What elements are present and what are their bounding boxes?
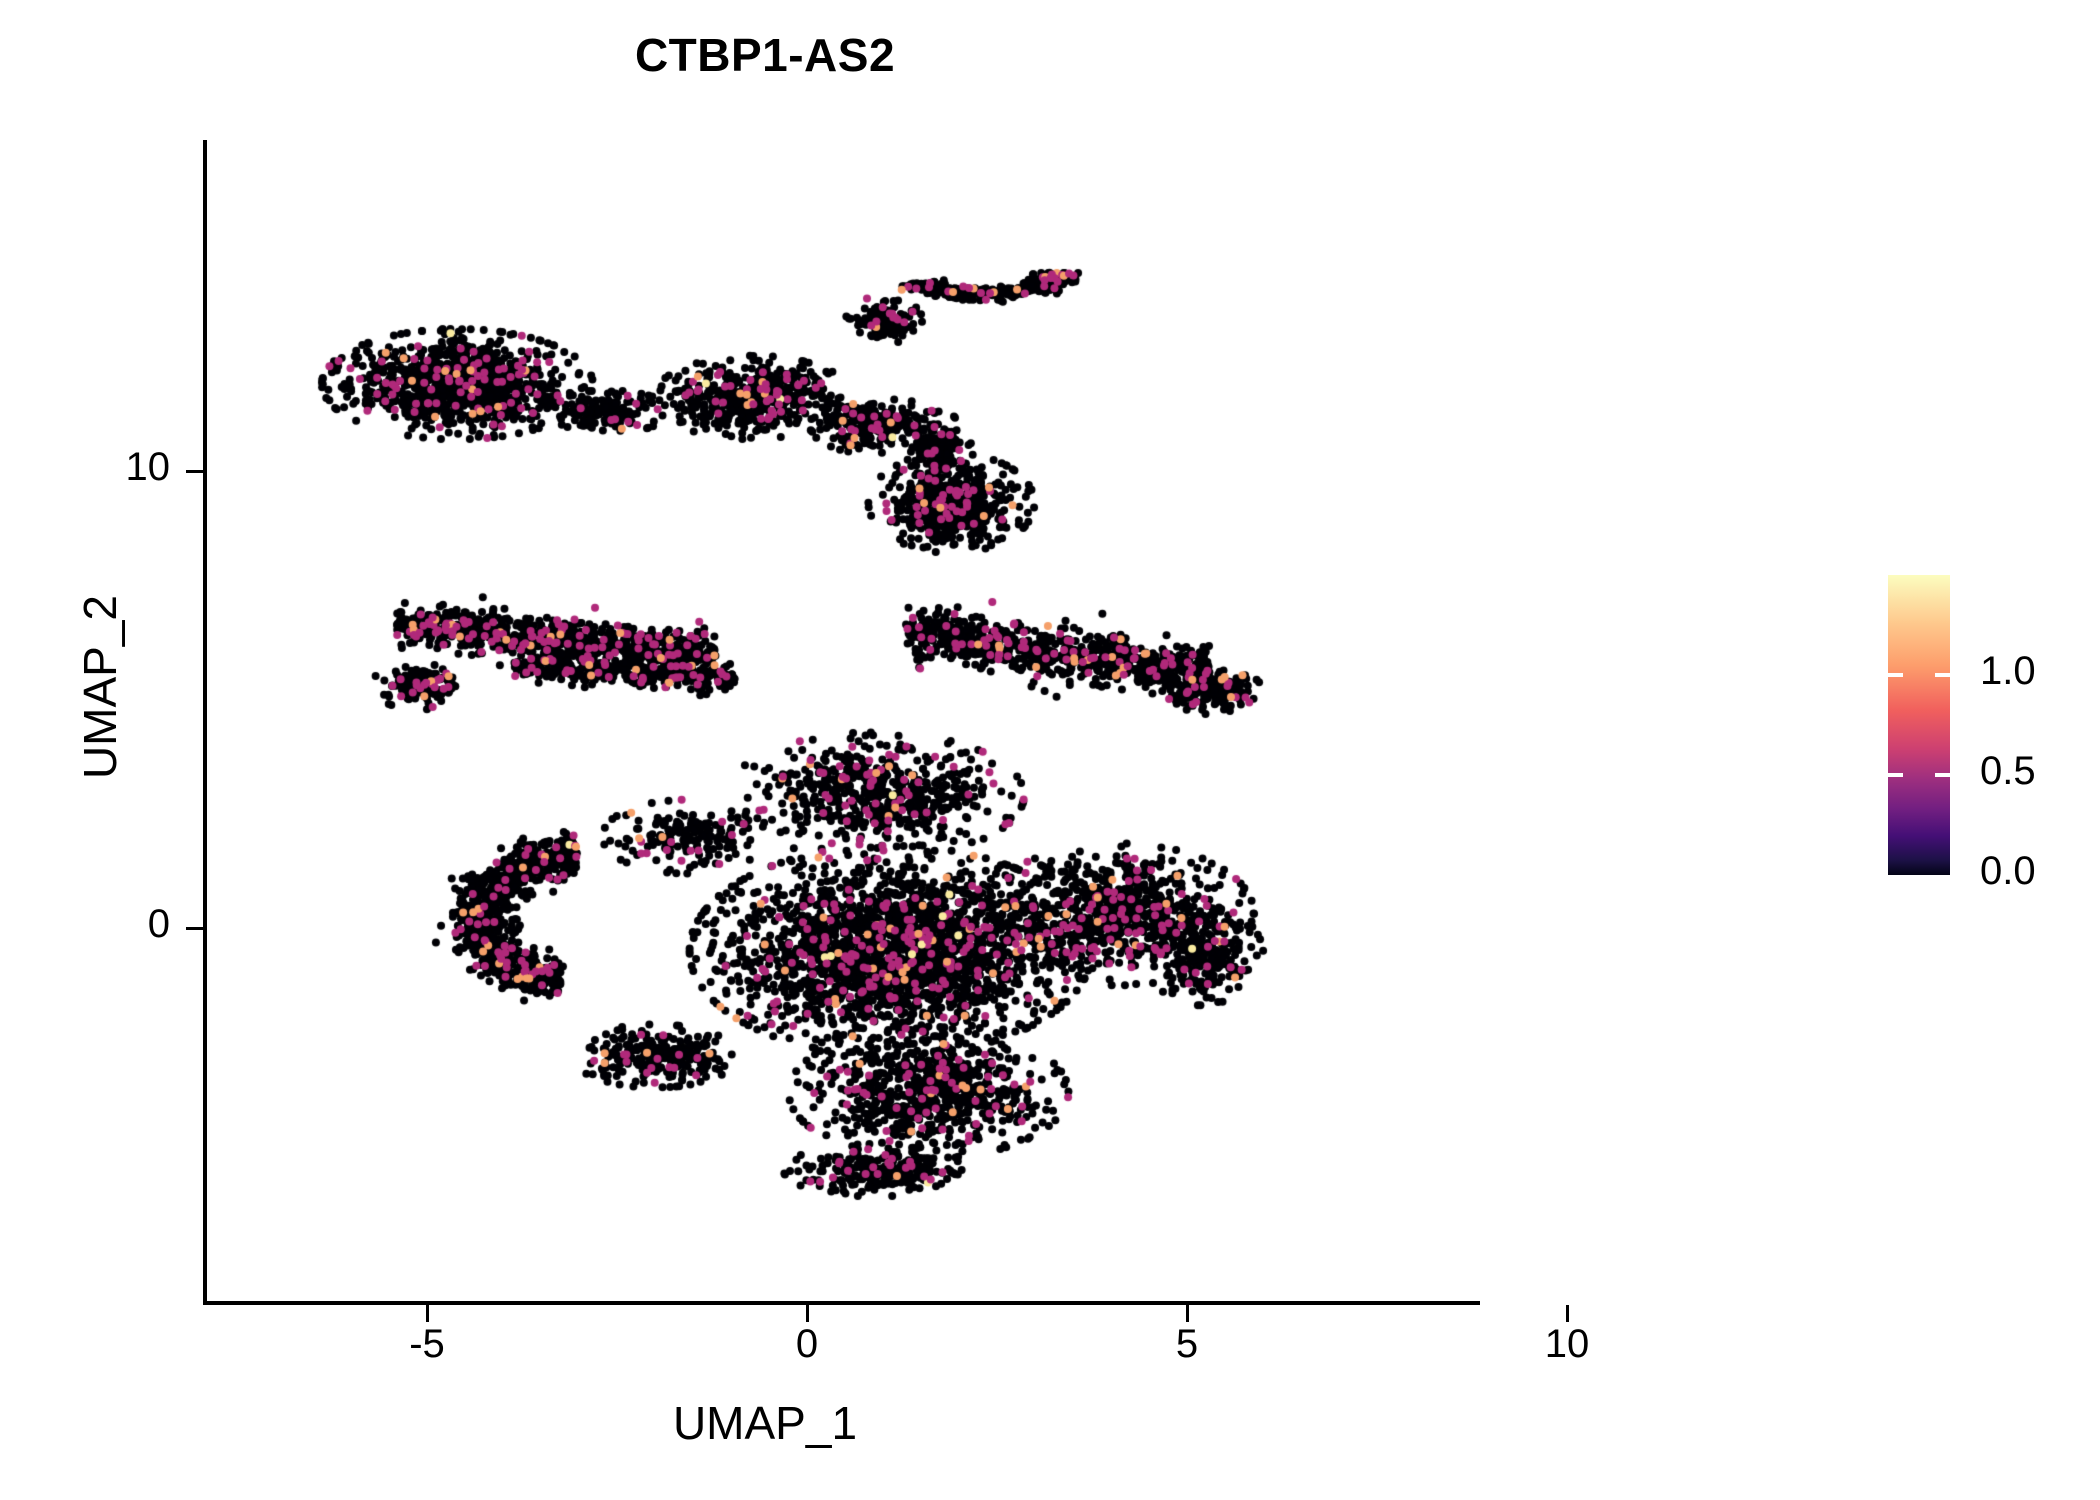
x-tick-label: -5 (409, 1322, 445, 1366)
x-tick-label: 5 (1175, 1322, 1199, 1366)
x-tick-mark (1566, 1305, 1569, 1322)
colorbar-tick-mark (1888, 673, 1903, 677)
x-tick-label: 10 (1544, 1322, 1590, 1366)
colorbar-tick-mark (1888, 773, 1903, 777)
colorbar-tick-label: 0.0 (1980, 849, 2036, 893)
y-tick-mark (186, 927, 203, 930)
y-tick-label: 0 (147, 902, 170, 946)
x-tick-mark (806, 1305, 809, 1322)
x-axis-line (203, 1301, 1480, 1305)
colorbar-tick-mark (1935, 673, 1950, 677)
scatter-points-canvas (203, 140, 1480, 1301)
x-tick-mark (1186, 1305, 1189, 1322)
y-tick-label: 10 (125, 445, 171, 489)
colorbar-gradient (1888, 575, 1950, 875)
y-tick-mark (186, 470, 203, 473)
colorbar-tick-label: 1.0 (1980, 649, 2036, 693)
colorbar-legend: 1.0 0.5 0.0 (1888, 575, 2036, 893)
colorbar-tick-mark (1935, 773, 1950, 777)
y-axis-title: UMAP_2 (74, 594, 126, 780)
x-tick-label: 0 (795, 1322, 819, 1366)
x-tick-mark (426, 1305, 429, 1322)
colorbar-tick-label: 0.5 (1980, 749, 2036, 793)
y-axis-line (203, 140, 207, 1305)
page-title: CTBP1-AS2 (634, 29, 896, 81)
scatter-plot-area[interactable] (203, 140, 1480, 1301)
x-axis-title: UMAP_1 (672, 1397, 858, 1449)
